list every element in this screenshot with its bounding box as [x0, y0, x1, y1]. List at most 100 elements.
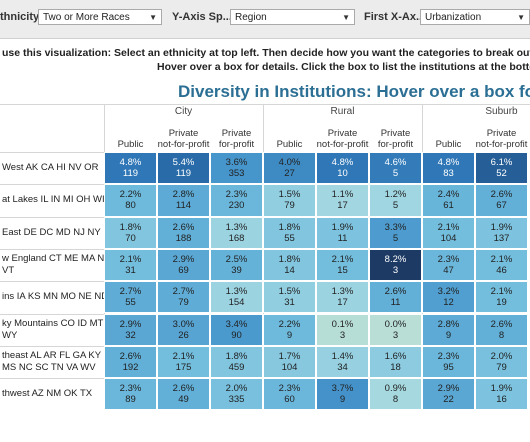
heat-cell[interactable]: 3.3% 5	[369, 216, 422, 249]
divider	[0, 378, 104, 380]
heat-cell[interactable]: 1.8% 70	[104, 216, 157, 249]
heat-cell[interactable]: 2.6% 11	[369, 281, 422, 314]
cell-percent: 2.7%	[119, 286, 142, 298]
heat-cell[interactable]: 1.9% 137	[475, 216, 528, 249]
heat-cell[interactable]: 2.3% 95	[422, 345, 475, 379]
cell-percent: 2.6%	[384, 286, 407, 298]
cell-count: 3	[392, 264, 399, 276]
heat-cell[interactable]: 2.7% 79	[157, 281, 210, 314]
heat-cell[interactable]: 4.8% 119	[104, 152, 157, 185]
heat-cell[interactable]: 0.0% 3	[369, 313, 422, 346]
cell-count: 80	[125, 200, 136, 212]
heat-cell[interactable]: 2.8% 114	[157, 184, 210, 217]
heat-cell[interactable]: 2.3% 230	[210, 184, 263, 217]
heat-cell[interactable]: 5.4% 119	[157, 152, 210, 185]
cell-percent: 1.5%	[278, 286, 301, 298]
filter-dropdown[interactable]: Two or More Races ▼	[38, 9, 162, 25]
cell-count: 10	[337, 168, 348, 179]
heat-cell[interactable]: 3.0% 26	[157, 313, 210, 346]
heat-cell[interactable]: 1.1% 17	[316, 184, 369, 217]
column-header: not-for-profit	[475, 139, 528, 150]
heat-cell[interactable]: 8.2% 3	[369, 248, 422, 282]
heat-cell[interactable]: 2.9% 69	[157, 248, 210, 282]
heat-cell[interactable]: 0.1% 3	[316, 313, 369, 346]
heat-cell[interactable]: 3.7% 9	[316, 378, 369, 411]
cell-count: 3	[392, 329, 399, 341]
cell-percent: 2.9%	[119, 318, 142, 330]
heat-cell[interactable]: 4.6% 5	[369, 152, 422, 185]
heat-cell[interactable]: 1.6% 18	[369, 345, 422, 379]
heat-cell[interactable]: 1.4% 34	[316, 345, 369, 379]
heat-cell[interactable]: 1.9% 11	[316, 216, 369, 249]
cell-count: 459	[228, 361, 245, 373]
heat-cell[interactable]: 1.8% 459	[210, 345, 263, 379]
divider	[0, 152, 104, 153]
cell-percent: 1.9%	[331, 221, 354, 233]
heat-cell[interactable]: 2.0% 335	[210, 378, 263, 411]
heat-cell[interactable]: 2.1% 15	[316, 248, 369, 282]
heat-cell[interactable]: 2.1% 31	[104, 248, 157, 282]
cell-count: 52	[496, 168, 507, 179]
heat-cell[interactable]: 6.1% 52	[475, 152, 528, 185]
cell-count: 32	[125, 329, 136, 341]
cell-count: 119	[175, 168, 192, 179]
cell-count: 5	[392, 200, 399, 212]
heat-cell[interactable]: 2.3% 47	[422, 248, 475, 282]
heat-cell[interactable]: 1.8% 14	[263, 248, 316, 282]
heat-cell[interactable]: 2.1% 19	[475, 281, 528, 314]
heat-cell[interactable]: 2.1% 46	[475, 248, 528, 282]
heat-cell[interactable]: 2.9% 32	[104, 313, 157, 346]
heat-cell[interactable]: 1.9% 16	[475, 378, 528, 411]
heat-cell[interactable]: 4.8% 83	[422, 152, 475, 185]
filter-dropdown[interactable]: Urbanization ▼	[420, 9, 530, 25]
heat-cell[interactable]: 1.8% 55	[263, 216, 316, 249]
heat-cell[interactable]: 1.5% 79	[263, 184, 316, 217]
filter-dropdown[interactable]: Region ▼	[230, 9, 355, 25]
heat-cell[interactable]: 2.6% 49	[157, 378, 210, 411]
heat-cell[interactable]: 2.8% 9	[422, 313, 475, 346]
cell-percent: 2.3%	[119, 383, 142, 395]
heat-cell[interactable]: 4.0% 27	[263, 152, 316, 185]
heat-cell[interactable]: 1.3% 168	[210, 216, 263, 249]
row-label: ins IA KS MN MO NE ND	[2, 291, 109, 303]
cell-count: 15	[337, 264, 348, 276]
heat-cell[interactable]: 2.2% 80	[104, 184, 157, 217]
cell-percent: 2.9%	[437, 383, 460, 395]
heat-cell[interactable]: 2.4% 61	[422, 184, 475, 217]
heat-cell[interactable]: 2.3% 60	[263, 378, 316, 411]
cell-count: 9	[445, 329, 452, 341]
heat-cell[interactable]: 2.6% 8	[475, 313, 528, 346]
heat-cell[interactable]: 3.6% 353	[210, 152, 263, 185]
heat-cell[interactable]: 3.4% 90	[210, 313, 263, 346]
dropdown-arrow: ▼	[517, 13, 525, 22]
cell-percent: 2.6%	[490, 318, 513, 330]
heat-cell[interactable]: 2.1% 104	[422, 216, 475, 249]
heat-cell[interactable]: 2.5% 39	[210, 248, 263, 282]
heat-cell[interactable]: 3.2% 12	[422, 281, 475, 314]
heat-cell[interactable]: 2.6% 188	[157, 216, 210, 249]
heat-cell[interactable]: 2.3% 89	[104, 378, 157, 411]
heat-cell[interactable]: 2.6% 67	[475, 184, 528, 217]
heat-cell[interactable]: 2.7% 55	[104, 281, 157, 314]
heat-cell[interactable]: 1.5% 31	[263, 281, 316, 314]
heat-cell[interactable]: 1.3% 154	[210, 281, 263, 314]
heat-cell[interactable]: 2.0% 79	[475, 345, 528, 379]
cell-count: 16	[496, 394, 507, 406]
cell-count: 119	[122, 168, 139, 179]
heat-cell[interactable]: 2.6% 192	[104, 345, 157, 379]
heat-cell[interactable]: 2.1% 175	[157, 345, 210, 379]
cell-percent: 2.9%	[172, 253, 195, 265]
column-header: Public	[276, 139, 303, 150]
cell-count: 22	[443, 394, 454, 406]
divider	[0, 104, 530, 105]
heat-cell[interactable]: 0.9% 8	[369, 378, 422, 411]
column-header: Public	[117, 139, 144, 150]
cell-count: 49	[178, 394, 189, 406]
heat-cell[interactable]: 1.3% 17	[316, 281, 369, 314]
heat-cell[interactable]: 2.9% 22	[422, 378, 475, 411]
heat-cell[interactable]: 1.7% 104	[263, 345, 316, 379]
heat-cell[interactable]: 1.2% 5	[369, 184, 422, 217]
heat-cell[interactable]: 2.2% 9	[263, 313, 316, 346]
heat-cell[interactable]: 4.8% 10	[316, 152, 369, 185]
cell-percent: 1.7%	[278, 350, 301, 362]
